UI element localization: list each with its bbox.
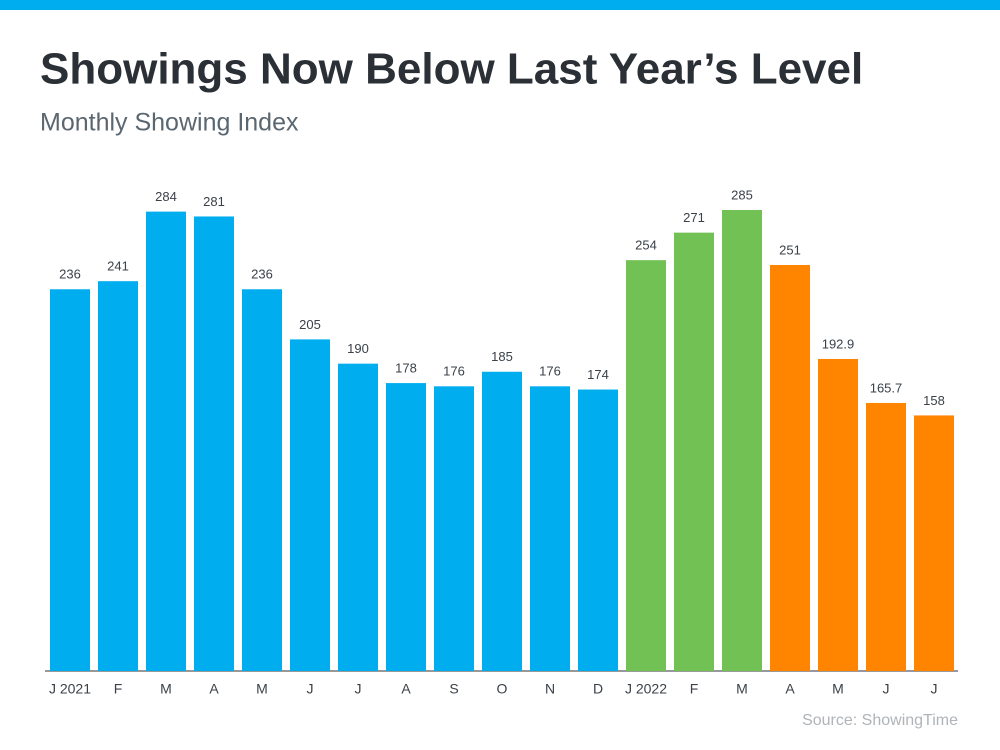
bar: [338, 363, 378, 671]
top-stripe: [0, 0, 1000, 10]
bar: [242, 289, 282, 671]
x-tick-label: J 2021: [49, 681, 91, 697]
value-label: 174: [587, 367, 609, 382]
value-label: 254: [635, 238, 657, 253]
chart-subtitle: Monthly Showing Index: [40, 109, 299, 137]
bar: [914, 415, 954, 671]
value-label: 205: [299, 317, 321, 332]
value-label: 165.7: [870, 380, 903, 395]
value-label: 190: [347, 341, 369, 356]
bar: [146, 211, 186, 671]
value-label: 281: [203, 194, 225, 209]
value-label: 251: [779, 242, 801, 257]
bar: [530, 386, 570, 671]
chart-title: Showings Now Below Last Year’s Level: [40, 45, 863, 94]
value-label: 176: [443, 364, 465, 379]
bar: [194, 216, 234, 672]
source: Source: ShowingTime: [802, 712, 958, 729]
value-label: 158: [923, 393, 945, 408]
value-label: 241: [107, 259, 129, 274]
bar: [98, 281, 138, 671]
value-label: 284: [155, 189, 177, 204]
bar: [770, 264, 810, 671]
x-tick-label: M: [256, 681, 268, 697]
bar: [386, 383, 426, 671]
x-tick-label: M: [832, 681, 844, 697]
value-label: 236: [59, 267, 81, 282]
bar: [626, 260, 666, 671]
bar: [818, 358, 858, 671]
x-tick-label: A: [209, 681, 219, 697]
bar: [482, 371, 522, 671]
bar: [674, 232, 714, 671]
x-tick-label: M: [736, 681, 748, 697]
x-tick-label: J: [355, 681, 362, 697]
bar: [866, 402, 906, 671]
value-label: 178: [395, 361, 417, 376]
x-tick-label: J 2022: [625, 681, 667, 697]
x-tick-label: A: [401, 681, 411, 697]
x-tick-label: N: [545, 681, 555, 697]
value-label: 176: [539, 364, 561, 379]
x-tick-label: J: [931, 681, 938, 697]
x-tick-label: M: [160, 681, 172, 697]
value-label: 192.9: [822, 336, 855, 351]
value-label: 185: [491, 349, 513, 364]
bar: [290, 339, 330, 671]
value-label: 285: [731, 187, 753, 202]
bar: [434, 386, 474, 671]
x-tick-label: J: [307, 681, 314, 697]
bar: [578, 389, 618, 671]
value-label: 236: [251, 267, 273, 282]
x-tick-label: F: [114, 681, 123, 697]
value-label: 271: [683, 210, 705, 225]
x-tick-label: D: [593, 681, 603, 697]
bar: [722, 210, 762, 671]
x-tick-label: J: [883, 681, 890, 697]
x-tick-label: F: [690, 681, 699, 697]
x-tick-label: A: [785, 681, 795, 697]
x-tick-label: S: [449, 681, 458, 697]
bar: [50, 289, 90, 671]
x-tick-label: O: [497, 681, 508, 697]
